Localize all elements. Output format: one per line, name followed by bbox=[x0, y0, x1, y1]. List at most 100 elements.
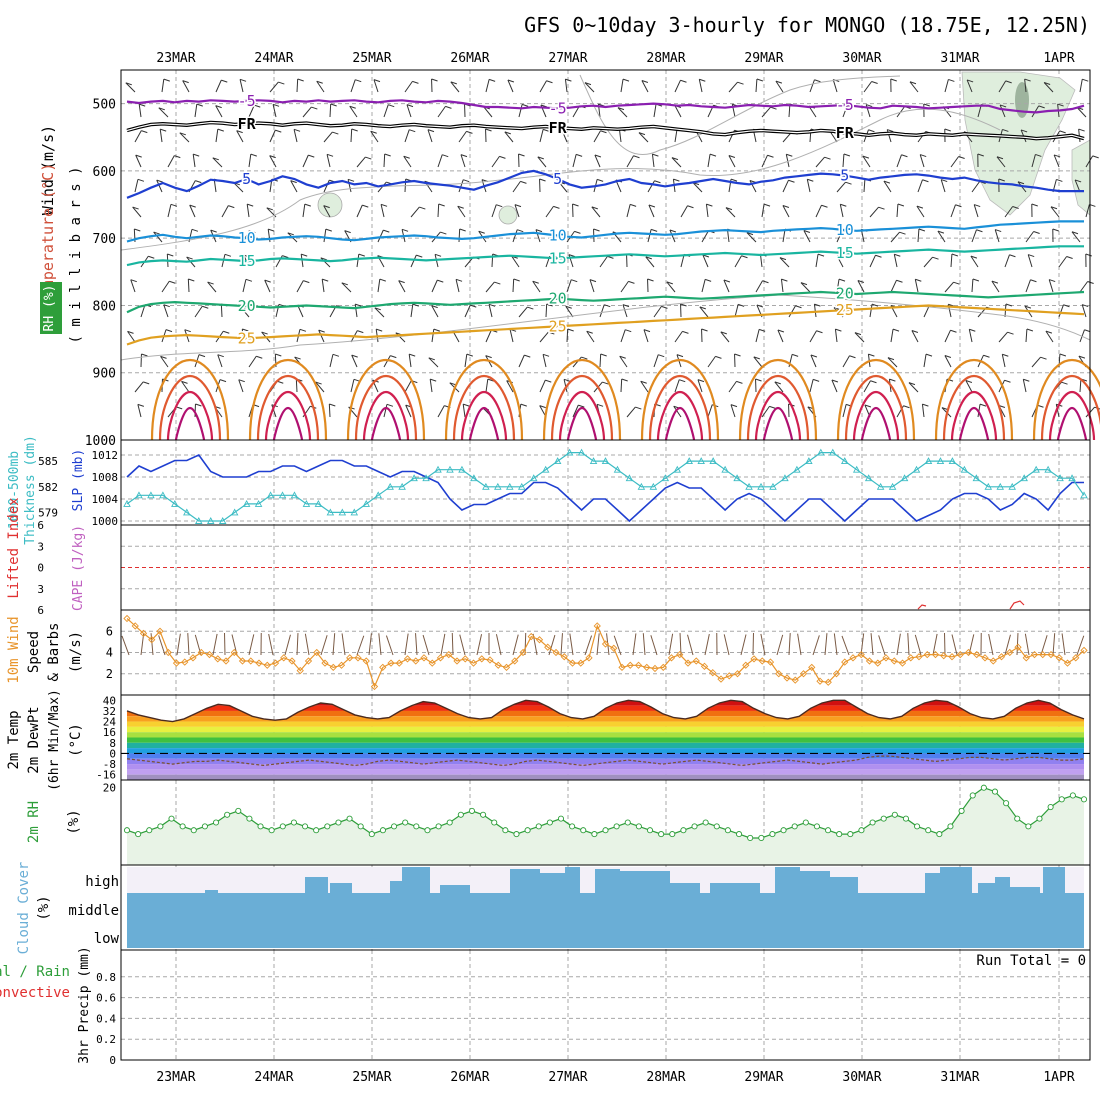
thickness-point bbox=[924, 457, 933, 465]
rh2m-point bbox=[491, 819, 498, 826]
temp-tick-label: 32 bbox=[103, 705, 116, 718]
wind-barb bbox=[1025, 231, 1035, 243]
thickness-point bbox=[147, 491, 155, 499]
wind-barb-flag bbox=[875, 254, 882, 258]
temp-band bbox=[127, 710, 1084, 717]
temp-tick-label: 0 bbox=[109, 747, 116, 760]
wind10-point bbox=[1072, 654, 1080, 662]
cloud-high-block bbox=[1043, 867, 1065, 893]
rh2m-point bbox=[446, 819, 453, 826]
wind10-barb bbox=[1004, 634, 1011, 656]
wind-barb bbox=[702, 254, 709, 268]
pressure-tick-label: 900 bbox=[93, 367, 116, 382]
label-wind10-barbs: & Barbs bbox=[46, 622, 62, 681]
temp-contour-15 bbox=[126, 245, 1084, 267]
wind-barb-flag bbox=[777, 329, 785, 333]
thickness-point bbox=[290, 491, 299, 499]
warm-contour-loop bbox=[370, 406, 402, 441]
rh2m-point bbox=[123, 827, 131, 834]
thickness-point bbox=[350, 508, 359, 516]
rh2m-point bbox=[847, 831, 854, 838]
rh2m-point bbox=[613, 823, 620, 830]
wind-barb-flag bbox=[871, 303, 879, 307]
wind-barb bbox=[761, 106, 771, 118]
wind10-barb bbox=[304, 633, 310, 656]
precip-tick-label: 0.4 bbox=[96, 1012, 116, 1025]
thickness-point bbox=[123, 499, 131, 507]
wind10-barb bbox=[878, 635, 886, 656]
wind-barb bbox=[782, 205, 790, 218]
rh2m-point bbox=[402, 819, 409, 826]
wind-barb-flag bbox=[1028, 254, 1035, 258]
warm-contour-loop bbox=[934, 358, 1014, 441]
wind-barb-flag bbox=[652, 153, 659, 157]
wind-barb-flag bbox=[195, 403, 202, 407]
warm-contour-loop bbox=[542, 358, 622, 441]
wind-barb bbox=[996, 156, 1006, 168]
thickness-point bbox=[829, 448, 837, 456]
wind-barb-flag bbox=[332, 131, 339, 135]
thickness-point bbox=[218, 517, 227, 524]
wind10-point bbox=[420, 654, 428, 662]
wind-barb-flag bbox=[322, 278, 329, 282]
thickness-point bbox=[278, 491, 287, 499]
rh2m-point bbox=[791, 823, 798, 830]
top-date-label: 28MAR bbox=[646, 51, 685, 66]
wind-barb-flag bbox=[953, 281, 960, 285]
wind-barb bbox=[749, 180, 757, 193]
wind-barb-flag bbox=[995, 229, 1002, 233]
wind-barb-flag bbox=[318, 329, 325, 333]
wind-barb-flag bbox=[589, 279, 597, 283]
top-date-label: 26MAR bbox=[450, 51, 489, 66]
wind-barb-flag bbox=[640, 380, 647, 384]
wind-barb-flag bbox=[1035, 153, 1042, 157]
rh2m-point bbox=[780, 827, 787, 834]
rh2m-point bbox=[1047, 803, 1054, 811]
wind-barb-flag bbox=[1084, 329, 1091, 333]
wind-barb-flag bbox=[658, 354, 665, 358]
wind-barb-flag bbox=[774, 381, 781, 385]
wind10-barb bbox=[176, 633, 181, 656]
wind10-point bbox=[577, 659, 585, 667]
wind-barb-flag bbox=[755, 378, 762, 382]
rh2m-point bbox=[813, 823, 820, 830]
thickness-point bbox=[936, 457, 945, 465]
wind-barb-flag bbox=[950, 329, 957, 333]
precip-tick-label: 0.2 bbox=[96, 1033, 116, 1046]
wind-barb-flag bbox=[243, 254, 250, 258]
wind-barb bbox=[998, 80, 1007, 93]
wind-barb-flag bbox=[535, 229, 543, 233]
wind-barb bbox=[725, 207, 736, 218]
cloud-high-block bbox=[540, 873, 565, 893]
wind-barb-flag bbox=[264, 279, 271, 283]
wind-barb-flag bbox=[816, 330, 823, 334]
rh2m-point bbox=[758, 834, 765, 842]
rh2m-point bbox=[146, 827, 153, 834]
thickness-point bbox=[458, 465, 466, 473]
wind10-point bbox=[1039, 650, 1047, 659]
wind-barb-flag bbox=[715, 355, 722, 359]
wind-barb bbox=[329, 354, 334, 368]
wind-barb bbox=[1055, 404, 1060, 418]
wind10-point bbox=[593, 622, 601, 630]
temp-tick-label: -8 bbox=[103, 758, 116, 771]
rh2m-point bbox=[880, 815, 887, 822]
wind-barb bbox=[302, 204, 306, 218]
rh2m-point bbox=[1014, 815, 1021, 822]
wind-barb-flag bbox=[625, 329, 632, 333]
wind10-barb bbox=[642, 633, 646, 656]
rh2m-point bbox=[301, 823, 309, 830]
wind-barb-flag bbox=[330, 103, 337, 107]
wind-barb bbox=[648, 204, 655, 218]
temp-contour-label: 5 bbox=[840, 167, 849, 185]
wind10-barb bbox=[248, 634, 255, 656]
wind10-point bbox=[791, 676, 799, 684]
wind-barb-flag bbox=[594, 154, 602, 158]
wind-barb-flag bbox=[189, 204, 196, 208]
label-rh: RH (%) bbox=[42, 285, 57, 332]
rh2m-point bbox=[502, 827, 509, 834]
cloud-high-block bbox=[440, 885, 470, 893]
slp-tick-label: 1012 bbox=[92, 449, 119, 462]
wind10-point bbox=[247, 657, 255, 665]
warm-contour-loop bbox=[460, 390, 508, 441]
